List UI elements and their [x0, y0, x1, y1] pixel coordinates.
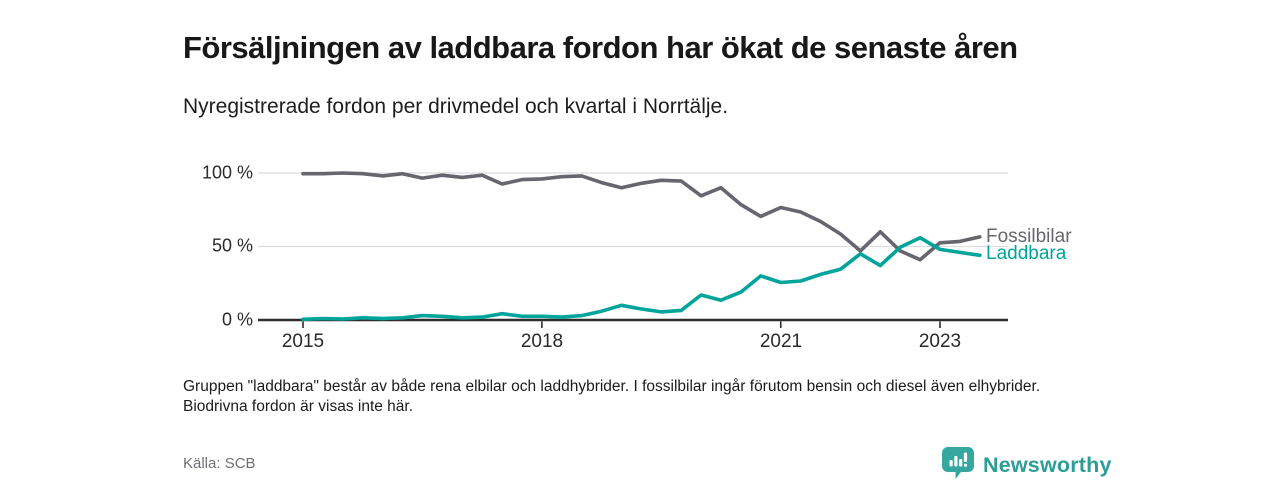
x-axis-tick-label: 2018 — [520, 331, 564, 352]
x-axis-tick-label: 2021 — [759, 331, 803, 352]
x-axis-tick-label: 2023 — [918, 331, 962, 352]
page-title: Försäljningen av laddbara fordon har öka… — [183, 29, 1018, 65]
logo-wordmark: Newsworthy — [983, 452, 1112, 477]
y-axis-tick-label: 0 % — [221, 309, 253, 330]
x-axis-tick-label: 2015 — [281, 331, 325, 352]
chart-footnote: Gruppen "laddbara" består av både rena e… — [183, 378, 1041, 415]
y-axis-tick-label: 50 % — [211, 235, 253, 256]
series-label-laddbara: Laddbara — [986, 243, 1067, 264]
bar-chart-speech-bubble-icon — [941, 446, 975, 480]
newsworthy-logo: Newsworthy — [941, 446, 1112, 480]
source-attribution: Källa: SCB — [183, 455, 256, 472]
y-axis-tick-label: 100 % — [201, 162, 253, 183]
series-label-fossilbilar: Fossilbilar — [986, 226, 1072, 247]
chart-subtitle: Nyregistrerade fordon per drivmedel och … — [183, 95, 729, 118]
